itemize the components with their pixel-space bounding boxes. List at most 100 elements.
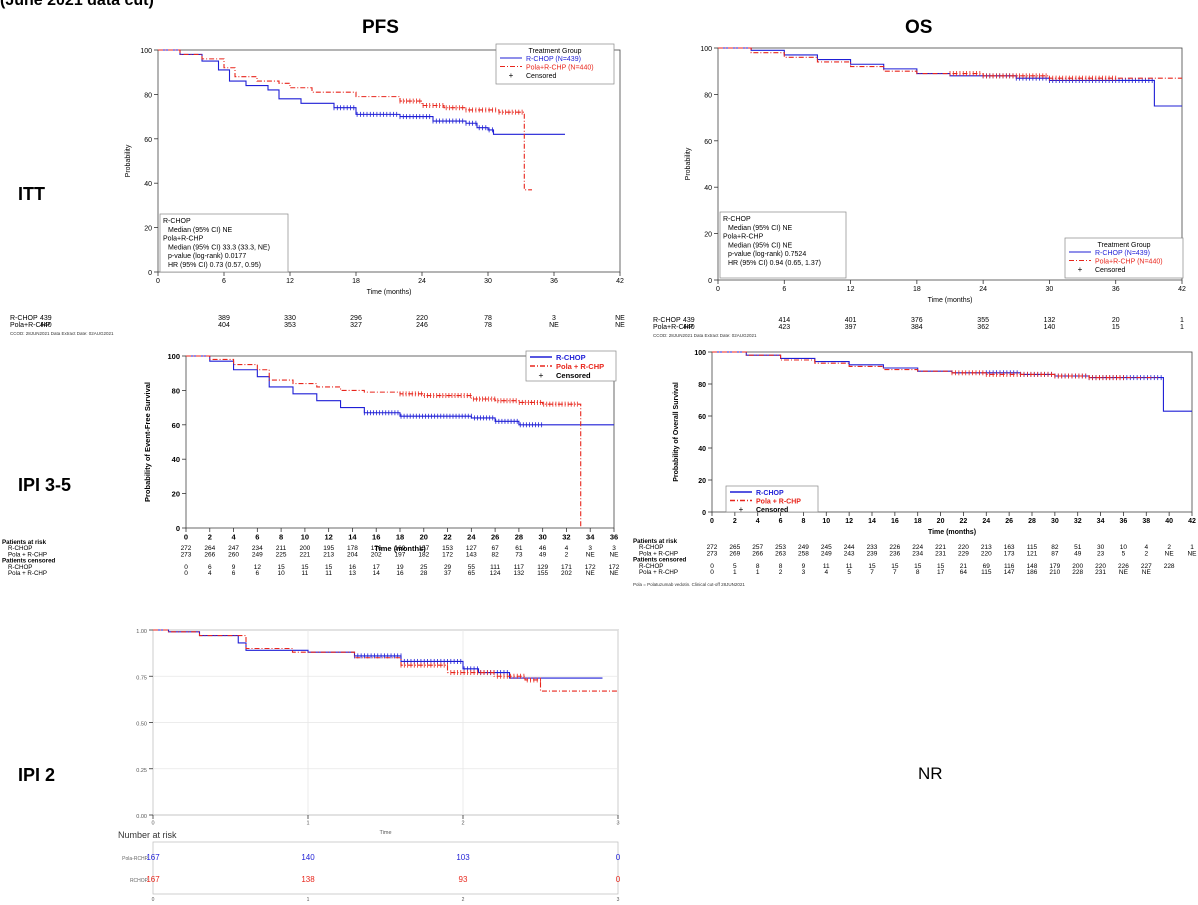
risk-value: 61 [515,545,523,552]
risk-value: 234 [252,545,263,552]
risk-value: 389 [218,315,230,322]
risk-value: NE [586,570,596,577]
risk-row-label: Pola + R-CHP [639,569,678,576]
x-tick-label: 42 [1188,518,1196,525]
x-tick-label: 2 [461,821,464,827]
legend-entry: Pola + R-CHP [556,362,604,371]
y-tick-label: 0.00 [136,814,147,820]
x-tick-label: 0 [151,821,154,827]
risk-value: 227 [1141,563,1152,570]
x-tick-label: 24 [979,286,987,293]
risk-value: 13 [349,570,357,577]
x-tick-label: 32 [1074,518,1082,525]
plot-area [711,351,1193,513]
not-reported-label: NR [918,764,943,783]
risk-value: 202 [371,551,382,558]
risk-value: 10 [1120,544,1128,551]
x-tick-label: 42 [1178,286,1186,293]
risk-value: 176 [371,545,382,552]
risk-value: 163 [1004,544,1015,551]
y-axis-label: Probability [685,147,692,180]
risk-footer: Pola = Polatuzumab vedotin. Clinical cut… [633,582,745,587]
legend-censor-symbol: + [509,71,514,80]
risk-row-label: Pola+R-CHP [653,324,694,331]
risk-value: 64 [960,569,968,576]
stats-line: Median (95% CI) NE [168,227,233,234]
risk-value: 15 [325,564,333,571]
risk-value: 115 [981,569,992,576]
risk-value: 249 [798,544,809,551]
risk-value: 182 [418,551,429,558]
y-tick-label: 100 [694,350,706,357]
risk-value: 5 [733,563,737,570]
risk-value: 11 [302,570,309,577]
km-curve-a [186,355,614,426]
legend-censor-symbol: + [539,370,544,380]
risk-value: 8 [779,563,783,570]
risk-value: 273 [707,550,718,557]
risk-value: 103 [456,853,470,862]
risk-value: 178 [347,545,358,552]
risk-value: 2 [779,569,783,576]
risk-value: 10 [277,570,285,577]
x-tick-label: 12 [845,518,853,525]
risk-row-label: Patients at risk [2,539,47,546]
data-cutoff-note: (June 2021 data cut) [0,0,154,9]
risk-value: 28 [420,570,428,577]
risk-value: 8 [756,563,760,570]
risk-value: 15 [914,563,922,570]
risk-value: 1 [1180,317,1184,324]
x-tick-label: 30 [484,278,492,285]
x-tick-label: 4 [231,533,236,542]
risk-value: 6 [256,570,260,577]
risk-value: 15 [868,563,876,570]
risk-value: 210 [1049,569,1060,576]
x-tick-label: 26 [1005,518,1013,525]
risk-value: 5 [1122,550,1126,557]
risk-value: 213 [981,544,992,551]
x-tick-label: 1 [306,821,309,827]
risk-value: 172 [609,564,620,571]
y-axis-label: Probability of Overall Survival [673,382,680,482]
risk-value: 15 [277,564,285,571]
risk-value: 6 [208,564,212,571]
x-tick-label: 18 [914,518,922,525]
risk-value: 73 [515,551,523,558]
risk-value: 264 [204,545,215,552]
risk-row-label: Patients at risk [633,538,678,545]
x-tick-label: 14 [868,518,876,525]
y-axis-label: Probability of Event-Free Survival [143,382,152,502]
y-tick-label: 20 [172,490,180,499]
risk-value: 1 [756,569,760,576]
risk-n: 439 [683,317,695,324]
risk-value: 29 [444,564,452,571]
risk-value: 263 [775,550,786,557]
risk-value: 233 [867,544,878,551]
risk-value: 11 [325,570,332,577]
risk-value: 124 [490,570,501,577]
x-tick-label: 10 [822,518,830,525]
risk-row-label: R-CHOP [639,563,663,570]
risk-value: 228 [1164,563,1175,570]
risk-value: 224 [912,544,923,551]
risk-value: 204 [347,551,358,558]
risk-value: 17 [937,569,945,576]
x-tick-label: 0 [156,278,160,285]
legend-entry: Censored [1095,267,1125,274]
risk-value: 226 [1118,563,1129,570]
risk-value: 228 [1072,569,1083,576]
y-tick-label: 80 [172,386,180,395]
risk-value: 0 [710,569,714,576]
stats-box [159,213,289,273]
x-tick-label: 30 [538,533,546,542]
risk-value: 11 [823,563,830,570]
risk-value: 37 [444,570,452,577]
legend-title: Treatment Group [528,48,581,55]
risk-row-label: R-CHOP [639,544,663,551]
risk-value: 78 [484,322,492,329]
risk-value: 247 [228,545,239,552]
x-tick-label: 20 [937,518,945,525]
risk-value: 3 [612,545,616,552]
risk-value: 15 [937,563,945,570]
risk-value: 245 [821,544,832,551]
